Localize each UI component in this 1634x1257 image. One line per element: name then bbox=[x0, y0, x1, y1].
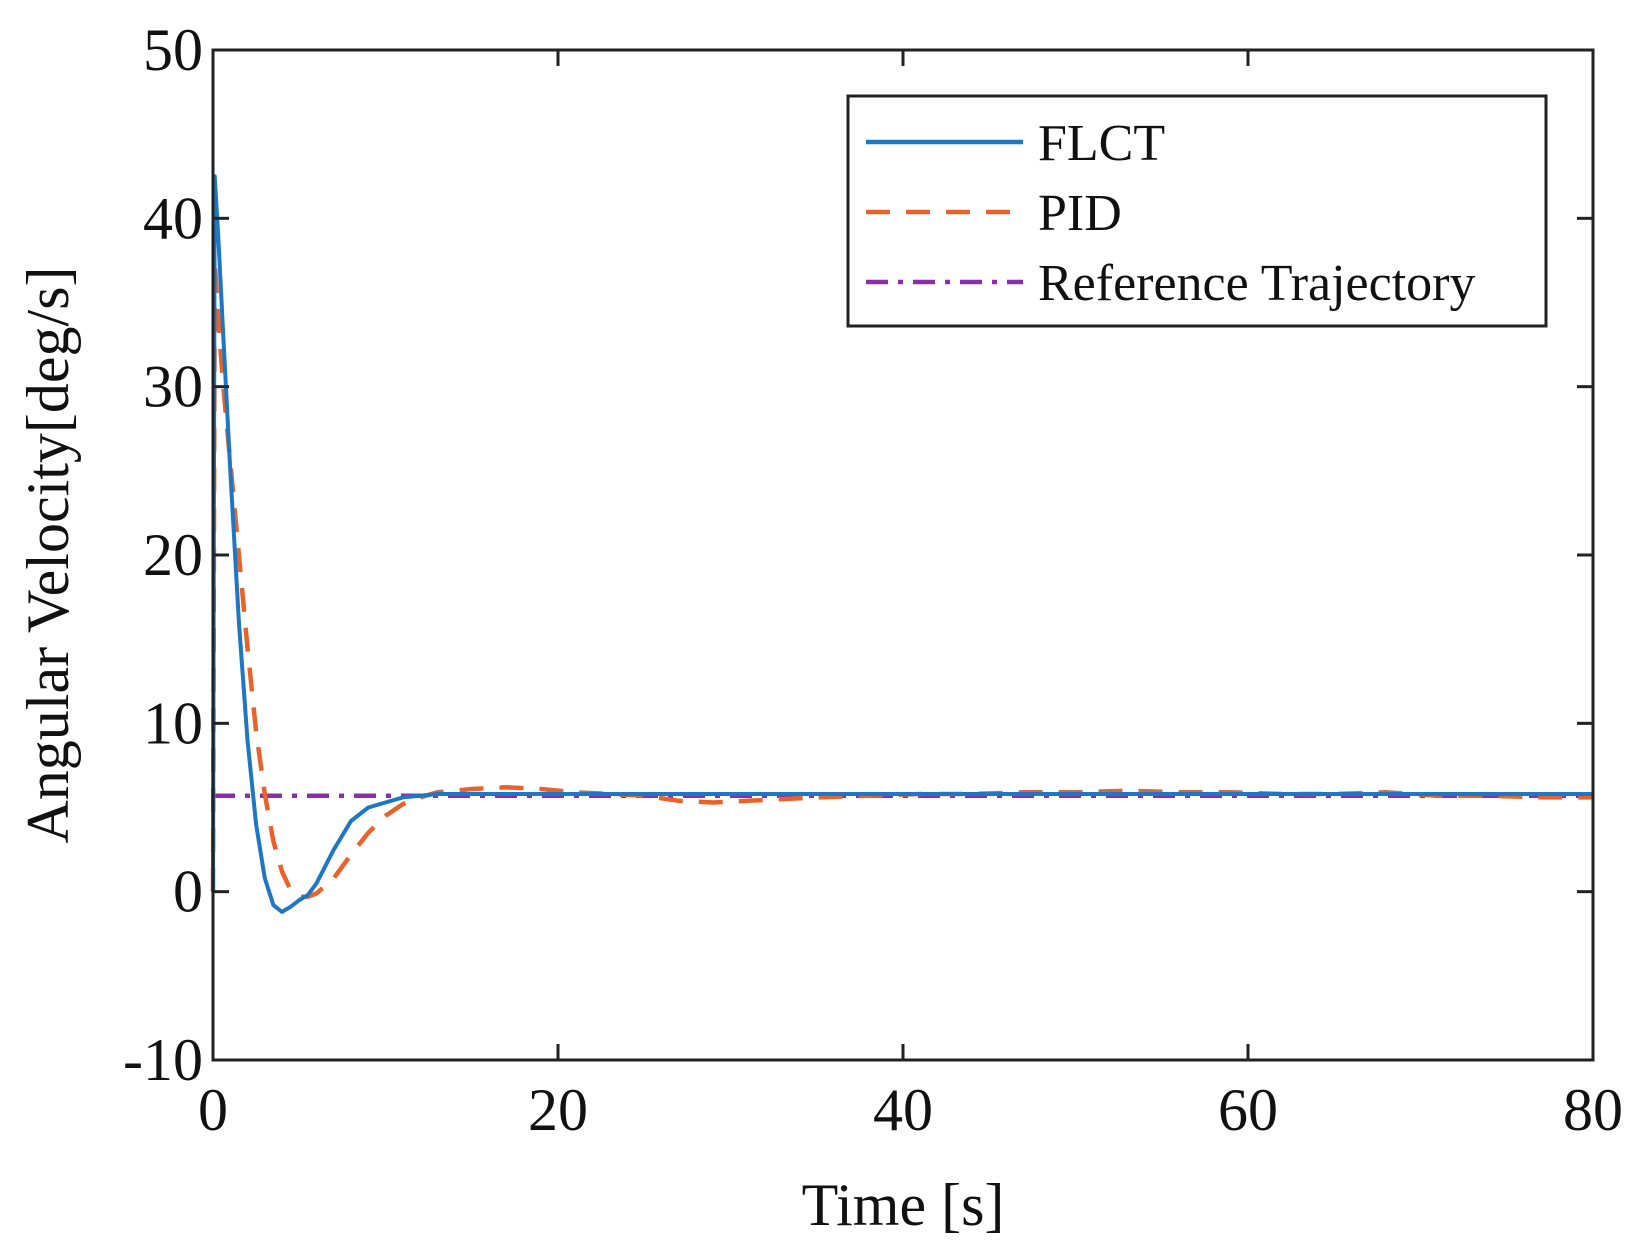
x-tick-label: 20 bbox=[528, 1077, 588, 1143]
y-tick-labels: -10 0 10 20 30 40 50 bbox=[123, 17, 203, 1093]
legend-label: Reference Trajectory bbox=[1038, 255, 1475, 312]
legend: FLCT PID Reference Trajectory bbox=[846, 94, 1548, 328]
axis-ticks bbox=[211, 48, 1595, 1062]
y-tick-label: 30 bbox=[143, 354, 203, 420]
x-tick-label: 40 bbox=[873, 1077, 933, 1143]
y-tick-label: -10 bbox=[123, 1027, 203, 1093]
series-line-flct bbox=[211, 174, 1593, 914]
y-tick-label: 0 bbox=[173, 859, 203, 925]
y-tick-label: 20 bbox=[143, 522, 203, 588]
x-tick-labels: 0 20 40 60 80 bbox=[198, 1077, 1623, 1143]
legend-label: PID bbox=[1038, 185, 1122, 242]
legend-label: FLCT bbox=[1038, 115, 1165, 172]
y-tick-label: 50 bbox=[143, 17, 203, 83]
y-axis-label: Angular Velocity[deg/s] bbox=[15, 266, 81, 843]
y-tick-label: 40 bbox=[143, 185, 203, 251]
x-tick-label: 60 bbox=[1218, 1077, 1278, 1143]
series-line-pid bbox=[210, 258, 1593, 899]
x-axis-label: Time [s] bbox=[802, 1172, 1005, 1238]
series-layer bbox=[210, 174, 1593, 914]
y-tick-label: 10 bbox=[143, 690, 203, 756]
x-tick-label: 80 bbox=[1563, 1077, 1623, 1143]
x-tick-label: 0 bbox=[198, 1077, 228, 1143]
